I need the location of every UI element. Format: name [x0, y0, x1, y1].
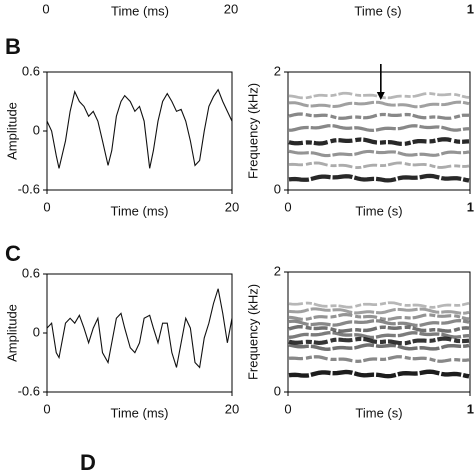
harmonic-band — [288, 100, 470, 109]
y-axis-label: Frequency (kHz) — [245, 83, 260, 179]
x-axis-label: Time (ms) — [111, 3, 169, 18]
harmonic-band — [288, 137, 470, 147]
x-axis-label: Time (s) — [354, 3, 401, 18]
y-tick-label: 0.6 — [22, 265, 40, 280]
x-axis-label: Time (s) — [355, 405, 402, 420]
panel-label: B — [5, 34, 21, 59]
panel-label: D — [80, 450, 96, 474]
x-tick-label: 1 — [467, 199, 474, 214]
harmonic-band — [288, 149, 470, 158]
y-axis-label: Amplitude — [4, 304, 19, 362]
x-tick-label: 0 — [284, 401, 291, 416]
harmonic-band — [288, 313, 470, 321]
x-axis-label: Time (s) — [355, 203, 402, 218]
x-axis-label: Time (ms) — [110, 203, 168, 218]
y-tick-label: -0.6 — [18, 181, 40, 196]
y-tick-label: 0 — [33, 324, 40, 339]
harmonic-band — [288, 112, 470, 120]
y-tick-label: 0 — [274, 181, 281, 196]
harmonic-band — [288, 369, 470, 379]
harmonic-band — [288, 301, 470, 309]
harmonic-band — [288, 161, 470, 170]
harmonic-band — [288, 355, 470, 364]
y-axis-label: Frequency (kHz) — [245, 284, 260, 380]
x-tick-label: 20 — [225, 199, 239, 214]
x-tick-label: 0 — [42, 1, 49, 16]
plot-frame — [287, 71, 471, 191]
y-tick-label: 2 — [274, 263, 281, 278]
x-tick-label: 0 — [43, 199, 50, 214]
harmonic-band — [288, 318, 470, 328]
y-tick-label: 0 — [33, 122, 40, 137]
y-tick-label: 0 — [274, 383, 281, 398]
arrow-head — [376, 92, 385, 100]
y-tick-label: 0.6 — [22, 63, 40, 78]
harmonic-band — [288, 173, 470, 183]
waveform — [46, 288, 233, 369]
waveform — [46, 88, 233, 169]
x-tick-label: 1 — [467, 401, 474, 416]
harmonic-band — [288, 336, 470, 346]
harmonic-band — [288, 124, 470, 133]
x-tick-label: 0 — [43, 401, 50, 416]
harmonic-band — [288, 324, 470, 333]
plot-frame — [287, 271, 471, 393]
x-tick-label: 0 — [284, 199, 291, 214]
x-tick-label: 20 — [225, 401, 239, 416]
harmonic-band — [288, 330, 470, 340]
panel-label: C — [5, 241, 21, 266]
x-tick-label: 1 — [467, 1, 474, 16]
harmonic-band — [288, 307, 470, 315]
harmonic-band — [288, 343, 470, 351]
y-axis-label: Amplitude — [4, 102, 19, 160]
x-axis-label: Time (ms) — [110, 405, 168, 420]
y-tick-label: 2 — [274, 63, 281, 78]
x-tick-label: 20 — [224, 1, 238, 16]
plot-frame — [46, 273, 233, 393]
y-tick-label: -0.6 — [18, 383, 40, 398]
harmonic-band — [288, 91, 470, 100]
